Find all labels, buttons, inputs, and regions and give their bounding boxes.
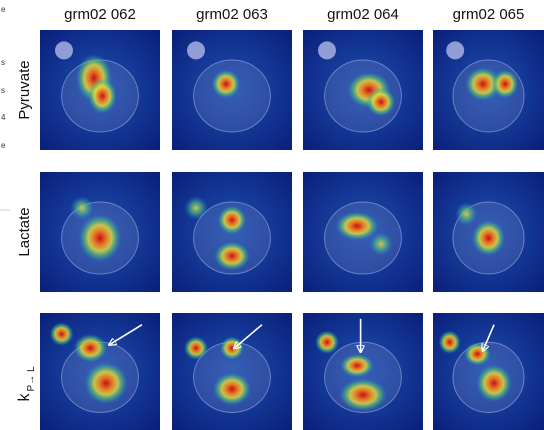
- signal-hotspot: [492, 70, 519, 99]
- reference-phantom: [318, 41, 336, 59]
- heatmap-panel: [172, 313, 292, 430]
- signal-hotspot: [315, 331, 339, 354]
- margin-fragment: e: [1, 141, 6, 150]
- signal-hotspot: [184, 336, 208, 359]
- signal-hotspot: [74, 334, 108, 362]
- signal-hotspot: [439, 331, 461, 354]
- column-label: grm02 064: [327, 6, 399, 23]
- reference-phantom: [446, 41, 464, 59]
- signal-hotspot: [369, 232, 393, 256]
- signal-hotspot: [455, 202, 477, 226]
- signal-hotspot: [218, 206, 247, 235]
- signal-hotspot: [367, 88, 396, 117]
- margin-fragment: s: [1, 58, 5, 67]
- signal-hotspot: [70, 196, 94, 220]
- margin-fragment: 4: [1, 113, 6, 122]
- heatmap-panel: [433, 172, 544, 292]
- heatmap-panel: [172, 30, 292, 150]
- column-label: grm02 063: [196, 6, 268, 23]
- figure: grm02 062 grm02 063 grm02 064 grm02 065 Pyru…: [0, 0, 544, 430]
- row-label: Pyruvate: [16, 60, 33, 119]
- signal-hotspot: [184, 196, 208, 220]
- reference-phantom: [187, 41, 205, 59]
- signal-hotspot: [214, 242, 250, 271]
- row-label-base: k: [16, 393, 33, 402]
- column-label: grm02 065: [453, 6, 525, 23]
- signal-hotspot: [220, 336, 244, 359]
- heatmap-panel: [303, 313, 423, 430]
- heatmap-panel: [40, 313, 160, 430]
- signal-hotspot: [464, 342, 491, 365]
- signal-hotspot: [472, 220, 505, 256]
- signal-hotspot: [78, 214, 121, 262]
- column-label: grm02 062: [64, 6, 136, 23]
- reference-phantom: [55, 41, 73, 59]
- signal-hotspot: [50, 322, 74, 345]
- margin-fragment: s: [1, 86, 5, 95]
- signal-hotspot: [340, 354, 374, 377]
- heatmap-panel: [172, 172, 292, 292]
- heatmap-panel: [433, 313, 544, 430]
- margin-fragment: e: [1, 5, 6, 14]
- signal-hotspot: [339, 379, 387, 412]
- heatmap-panel: [303, 172, 423, 292]
- signal-hotspot: [212, 70, 241, 99]
- signal-hotspot: [88, 78, 117, 114]
- signal-hotspot: [213, 373, 251, 406]
- heatmap-panel: [303, 30, 423, 150]
- heatmap-panel: [433, 30, 544, 150]
- heatmap-panel: [40, 172, 160, 292]
- row-label-subscript: P→ L: [26, 366, 37, 391]
- signal-hotspot: [84, 362, 127, 404]
- heatmap-panel: [40, 30, 160, 150]
- row-label: k P→ L: [16, 366, 37, 401]
- row-label: Lactate: [16, 207, 33, 256]
- signal-hotspot: [476, 364, 512, 401]
